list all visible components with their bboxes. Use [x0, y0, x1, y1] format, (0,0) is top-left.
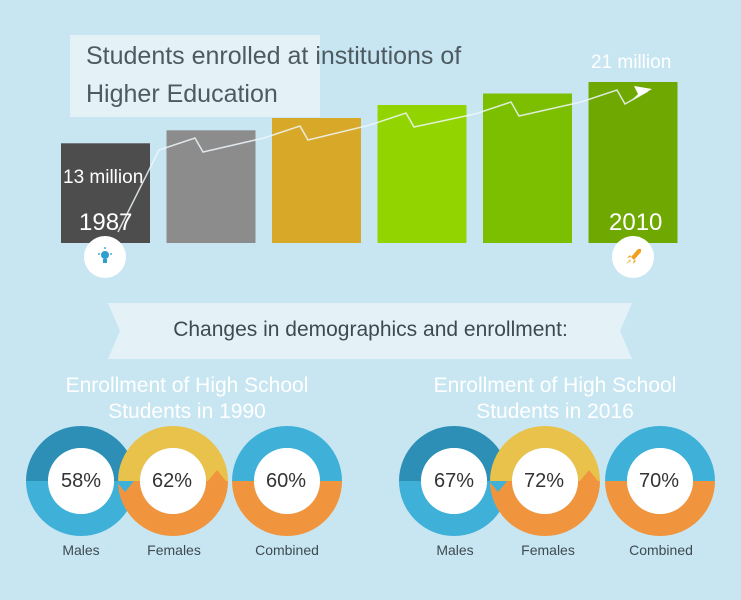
- label-2016-combined: Combined: [629, 542, 693, 558]
- trend-line: [117, 89, 649, 233]
- bar-2: [272, 118, 361, 243]
- ring-2016-females: [490, 426, 600, 536]
- start-value-label: 13 million: [63, 167, 144, 188]
- arrow-down-icon-2016: [489, 481, 507, 492]
- label-2016-females: Females: [521, 542, 575, 558]
- chart-title-box: [70, 35, 320, 117]
- bar-5: [588, 82, 678, 243]
- section-title-1990-line-1: Enrollment of High School: [65, 374, 309, 397]
- bar-0: [61, 143, 150, 243]
- lightbulb-icon: [98, 247, 112, 263]
- ring-2016-males: [399, 426, 509, 536]
- ring-1990-females: [118, 426, 228, 536]
- end-value-label: 21 million: [591, 52, 672, 73]
- trend-arrow-icon: [632, 86, 652, 100]
- ring-2016-combined: [605, 426, 715, 536]
- chart-title-line-2: Higher Education: [86, 80, 278, 108]
- pct-1990-combined: 60%: [265, 470, 307, 492]
- bar-3: [377, 105, 467, 243]
- label-2016-males: Males: [436, 542, 474, 558]
- pct-1990-males: 58%: [60, 470, 102, 492]
- section-title-2016-line-2: Students in 2016: [476, 400, 634, 423]
- bar-4: [483, 93, 572, 243]
- end-year-label: 2010: [609, 209, 663, 236]
- chart-title-line-1: Students enrolled at institutions of: [86, 42, 462, 70]
- pct-1990-females: 62%: [151, 470, 193, 492]
- section-title-1990-line-2: Students in 1990: [108, 400, 266, 423]
- arrow-up-icon-2016: [580, 470, 598, 481]
- banner-text: Changes in demographics and enrollment:: [173, 318, 568, 341]
- arrow-up-icon-1990: [208, 470, 226, 481]
- arrow-down-icon-1990: [116, 481, 134, 492]
- pct-2016-females: 72%: [523, 470, 565, 492]
- label-1990-combined: Combined: [255, 542, 319, 558]
- section-title-2016-line-1: Enrollment of High School: [433, 374, 677, 397]
- lightbulb-badge: [84, 236, 126, 278]
- label-1990-males: Males: [62, 542, 100, 558]
- start-year-label: 1987: [79, 209, 133, 236]
- rocket-icon: [626, 249, 641, 264]
- rocket-badge: [612, 236, 654, 278]
- pct-2016-combined: 70%: [638, 470, 680, 492]
- ring-1990-males: [26, 426, 136, 536]
- enrollment-bar-chart: [61, 82, 678, 243]
- bar-1: [166, 130, 256, 243]
- ring-1990-combined: [232, 426, 342, 536]
- pct-2016-males: 67%: [433, 470, 475, 492]
- label-1990-females: Females: [147, 542, 201, 558]
